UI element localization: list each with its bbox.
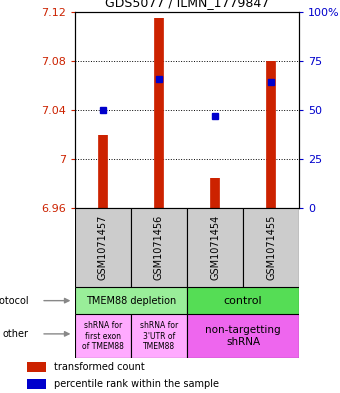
Text: GSM1071454: GSM1071454 — [210, 215, 220, 280]
Bar — [187, 287, 299, 314]
Text: protocol: protocol — [0, 296, 29, 306]
Bar — [187, 314, 299, 358]
Text: GSM1071455: GSM1071455 — [266, 215, 276, 280]
Text: transformed count: transformed count — [54, 362, 145, 372]
Title: GDS5077 / ILMN_1779847: GDS5077 / ILMN_1779847 — [105, 0, 269, 9]
Bar — [75, 287, 187, 314]
Text: shRNA for
first exon
of TMEM88: shRNA for first exon of TMEM88 — [82, 321, 124, 351]
Text: non-targetting
shRNA: non-targetting shRNA — [205, 325, 281, 347]
Text: GSM1071456: GSM1071456 — [154, 215, 164, 280]
Text: GSM1071457: GSM1071457 — [98, 215, 108, 280]
Text: other: other — [2, 329, 29, 339]
Bar — [27, 379, 46, 389]
Bar — [75, 314, 131, 358]
Bar — [27, 362, 46, 372]
Bar — [187, 208, 243, 287]
Text: control: control — [224, 296, 262, 306]
Bar — [243, 208, 299, 287]
Bar — [131, 208, 187, 287]
Bar — [75, 208, 131, 287]
Text: shRNA for
3'UTR of
TMEM88: shRNA for 3'UTR of TMEM88 — [140, 321, 178, 351]
Text: percentile rank within the sample: percentile rank within the sample — [54, 379, 219, 389]
Text: TMEM88 depletion: TMEM88 depletion — [86, 296, 176, 306]
Bar — [131, 314, 187, 358]
